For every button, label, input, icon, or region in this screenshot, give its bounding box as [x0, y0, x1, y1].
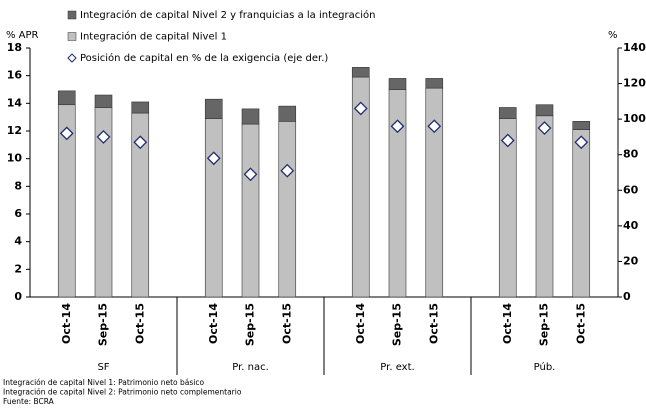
bar-segment	[241, 123, 260, 298]
x-tick-label: Oct-15	[133, 303, 146, 344]
x-tick-label: Oct-15	[574, 303, 587, 344]
x-tick-label: Oct-14	[501, 303, 514, 344]
bar-segment	[57, 90, 76, 106]
y-tick-label: 16	[7, 69, 23, 82]
group-label: Púb.	[534, 361, 556, 373]
diamond-marker	[537, 121, 552, 135]
y-tick-label: 10	[7, 152, 23, 165]
x-tick-label: Sep-15	[97, 303, 110, 346]
y-tick-label: 0	[14, 290, 22, 303]
y-tick-label: 6	[14, 207, 22, 220]
bar-segment	[94, 94, 113, 108]
bar-segment	[351, 67, 370, 78]
diamond-marker	[243, 167, 258, 182]
bar-segment	[498, 107, 517, 119]
legend-label: Posición de capital en % de la exigencia…	[80, 52, 328, 64]
y-axis-title: % APR	[6, 30, 39, 41]
group-label: Pr. nac.	[232, 362, 269, 373]
footnote: Integración de capital Nivel 1: Patrimon…	[3, 378, 204, 387]
y-tick-label: 8	[14, 179, 22, 192]
legend-marker	[67, 53, 77, 63]
bar-segment	[388, 78, 407, 90]
diamond-marker	[280, 163, 295, 178]
group-label: SF	[97, 362, 109, 373]
y2-tick-label: 100	[623, 112, 646, 125]
y2-tick-label: 120	[623, 77, 646, 90]
bar-segment	[204, 98, 223, 119]
x-tick-label: Sep-15	[244, 303, 257, 346]
diamond-marker	[574, 135, 589, 150]
y2-tick-label: 20	[623, 254, 639, 267]
y-tick-label: 12	[7, 124, 22, 137]
legend-label: Integración de capital Nivel 1	[80, 31, 227, 43]
y-tick-label: 14	[7, 96, 23, 109]
legend-label: Integración de capital Nivel 2 y franqui…	[80, 9, 375, 21]
y-tick-label: 18	[7, 41, 22, 54]
x-tick-label: Oct-14	[354, 303, 367, 344]
bar-segment	[241, 108, 260, 125]
bar-segment	[425, 78, 444, 89]
diamond-marker	[206, 151, 221, 166]
diamond-marker	[96, 130, 111, 144]
y-tick-label: 4	[14, 235, 22, 248]
y2-tick-label: 140	[623, 41, 646, 54]
y2-axis-title: %	[608, 30, 618, 41]
x-tick-label: Sep-15	[391, 303, 404, 346]
diamond-marker	[353, 101, 368, 116]
bar-segment	[535, 104, 554, 117]
y2-tick-label: 80	[623, 148, 639, 161]
x-tick-label: Sep-15	[538, 303, 551, 346]
footnote: Fuente: BCRA	[3, 397, 55, 406]
diamond-marker	[500, 133, 515, 148]
diamond-marker	[390, 119, 405, 134]
diamond-marker	[59, 126, 74, 141]
x-tick-label: Oct-15	[427, 303, 440, 344]
y2-tick-label: 0	[623, 290, 631, 303]
bar-segment	[572, 129, 591, 298]
legend-swatch	[67, 32, 77, 41]
x-tick-label: Oct-14	[60, 303, 73, 344]
x-tick-label: Oct-15	[280, 303, 293, 344]
legend-swatch	[67, 10, 77, 20]
y2-tick-label: 40	[623, 219, 639, 232]
bar-segment	[535, 115, 554, 298]
footnote: Integración de capital Nivel 2: Patrimon…	[3, 388, 242, 397]
bar-segment	[204, 118, 223, 298]
y2-tick-label: 60	[623, 183, 639, 196]
diamond-marker	[427, 119, 442, 134]
group-label: Pr. ext.	[380, 362, 414, 373]
diamond-marker	[133, 135, 148, 150]
bar-segment	[572, 121, 591, 130]
bar-segment	[278, 105, 297, 122]
bar-segment	[278, 121, 297, 298]
bar-segment	[131, 101, 150, 114]
y-tick-label: 2	[14, 262, 22, 275]
x-tick-label: Oct-14	[207, 303, 220, 344]
